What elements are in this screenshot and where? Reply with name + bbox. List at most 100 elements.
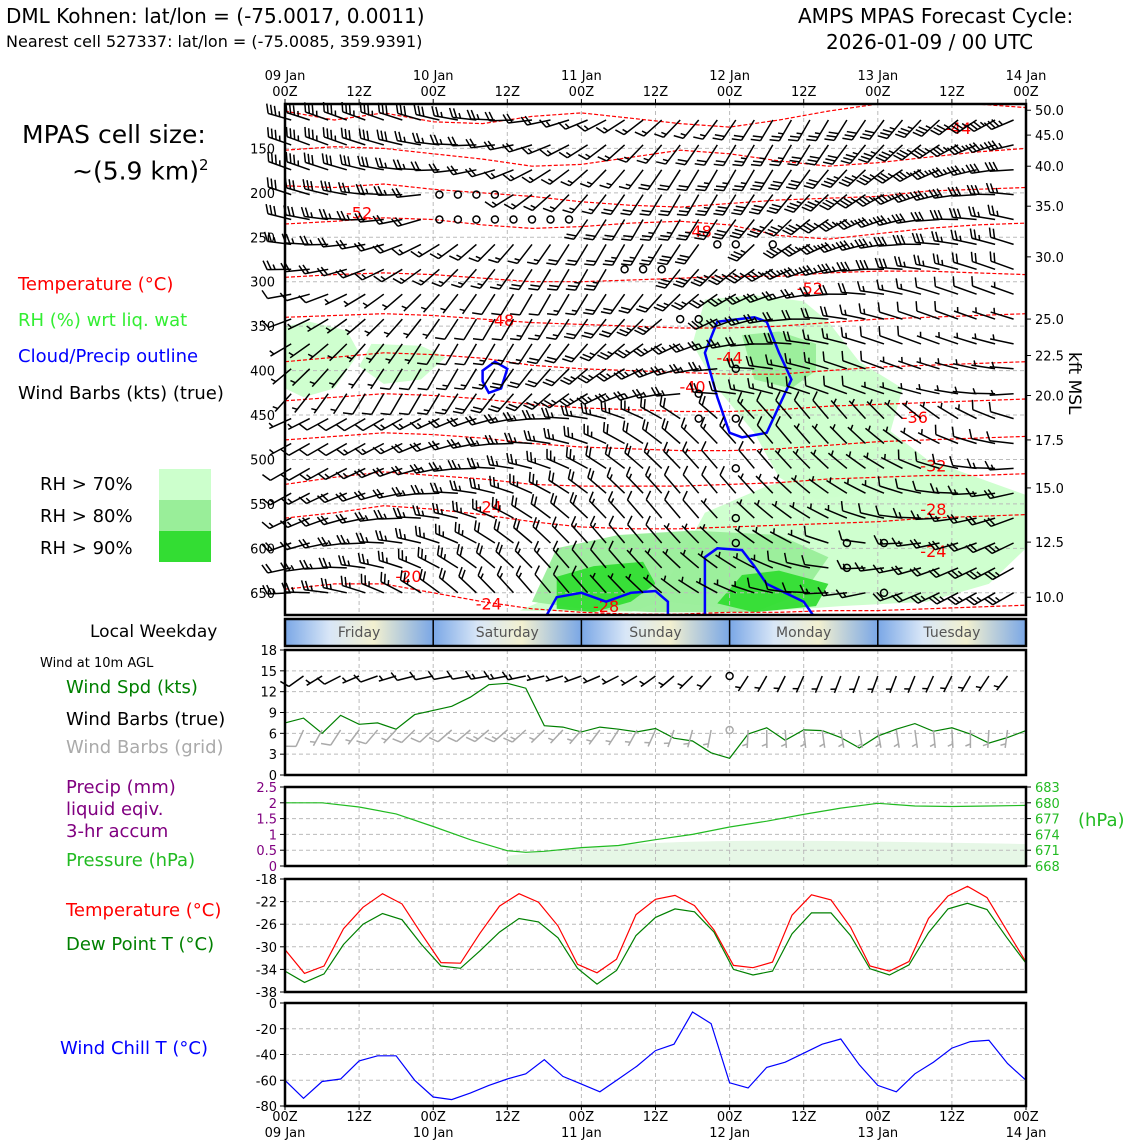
wind-barb (620, 194, 644, 216)
pressure-tick: 680 (1035, 797, 1060, 812)
wind-barb (638, 169, 663, 191)
wind-barb (789, 502, 811, 519)
wind-barb (768, 169, 793, 191)
wind-barb (422, 318, 441, 340)
wind-barb (805, 144, 830, 166)
wind-barb (336, 417, 366, 432)
cell-size-value: ~(5.9 km)2 (72, 156, 209, 186)
bottom-date-label: 10 Jan (413, 1126, 454, 1140)
wind-barb (459, 293, 478, 315)
wind-barb (965, 592, 996, 606)
wind-barb (632, 343, 663, 357)
wind-barb (354, 442, 385, 456)
wind-barb (472, 498, 496, 519)
wind-barb (563, 425, 588, 445)
wind-barb (859, 119, 885, 141)
wind-barb (752, 526, 774, 544)
temperature-contour-label: -20 (395, 567, 421, 586)
wind-barb (803, 525, 829, 544)
top-hour-label: 12Z (495, 85, 521, 100)
weekday-name: Sunday (629, 625, 681, 641)
wind-barb (491, 318, 515, 341)
wind-barb (989, 389, 1014, 396)
precip-background-shade (507, 840, 1026, 866)
wind-barb (390, 217, 422, 227)
wind-barb (299, 442, 329, 457)
wind-barb (343, 293, 366, 308)
wind-barb (884, 399, 904, 420)
wind-barb (587, 467, 607, 494)
wind-barb (660, 575, 681, 594)
weekday-name: Monday (776, 625, 831, 641)
wind-barb (298, 264, 329, 275)
wind-barb (491, 496, 514, 519)
wind-barb (503, 193, 533, 210)
wind-barb (876, 279, 903, 295)
wind-barb (523, 393, 551, 410)
altitude-tick-label: 40.0 (1035, 160, 1064, 175)
wind-barb (931, 231, 959, 246)
wind-barb (693, 119, 718, 140)
pressure-tick-label: 150 (250, 142, 275, 157)
wind-barb (935, 332, 959, 345)
wind-barb (581, 318, 607, 339)
wind-barb (546, 448, 570, 470)
wind-barb (965, 515, 996, 526)
wind-barb (417, 546, 440, 569)
wind-barb (842, 538, 852, 548)
legend-rh90-swatch (159, 531, 211, 562)
wind-barb (854, 193, 885, 207)
wind-barb (417, 343, 441, 366)
wind-barb (953, 332, 977, 345)
wind-barb (792, 448, 811, 469)
wind-barb (703, 729, 712, 748)
wind-barb (391, 442, 422, 454)
top-hour-label: 12Z (791, 85, 817, 100)
wind-barb (337, 555, 366, 569)
wind-barb (946, 542, 977, 552)
cycle-value: 2026-01-09 / 00 UTC (826, 30, 1034, 54)
bottom-date-label: 11 Jan (561, 1126, 602, 1140)
wind-barb (808, 476, 829, 494)
wind-barb (872, 215, 903, 226)
wind-barb (403, 318, 422, 339)
wind-barb (645, 490, 663, 519)
wind-barb (867, 675, 879, 694)
temperature-contour-label: -28 (593, 597, 619, 616)
wind-barb (937, 402, 959, 420)
wind-barb (804, 375, 829, 395)
wind-barb (750, 144, 774, 167)
wind-barb (356, 729, 379, 745)
wind-barb (477, 566, 496, 594)
wind-barb (965, 119, 996, 133)
wind-barb (303, 152, 329, 171)
wind-barb (595, 368, 625, 382)
wind-barb (542, 368, 570, 387)
wind-barb (783, 552, 811, 569)
wind-barb (303, 102, 329, 121)
wind-barb (916, 357, 940, 370)
wind-barb (840, 327, 866, 345)
wind-barb (263, 231, 292, 246)
wind-barb (616, 144, 644, 163)
top-hour-label: 00Z (272, 85, 298, 100)
wind-barb (928, 567, 959, 578)
wind-barb (766, 194, 792, 214)
wind-barb (532, 516, 552, 544)
wind-barb (866, 399, 885, 420)
wind-barb (483, 140, 514, 151)
wind-barb (731, 513, 741, 523)
wind-barb (957, 675, 972, 692)
wind-barb (325, 318, 348, 334)
wind-barb (625, 466, 644, 494)
wind-barb (435, 393, 459, 415)
wind-barb (565, 293, 589, 316)
wind-barb (911, 729, 919, 748)
temperature-contour (285, 183, 1026, 208)
wind-barb (835, 218, 866, 231)
wind-barb (694, 314, 703, 324)
wind-barb (583, 423, 607, 445)
wind-barb (376, 129, 403, 146)
wind-barb (464, 415, 496, 426)
wind-barb (764, 218, 792, 237)
